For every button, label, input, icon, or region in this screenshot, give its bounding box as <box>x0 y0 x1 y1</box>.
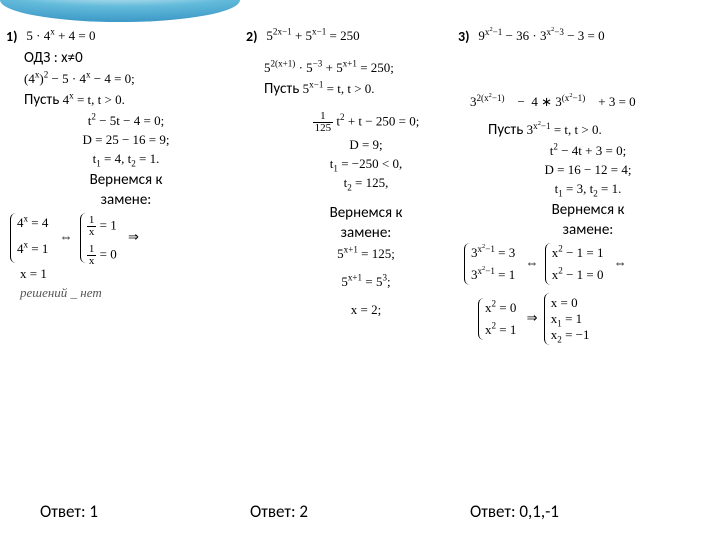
p3-D: D = 16 − 12 = 4; <box>458 162 718 178</box>
p1-odz: ОДЗ : x≠0 <box>24 49 246 67</box>
p1-quad: t2 − 5t − 4 = 0; <box>6 113 246 129</box>
p3-sr2: x2 − 1 = 0 <box>552 267 604 283</box>
p2-let-eq: 5x−1 = t, t > 0. <box>303 81 375 96</box>
p3-quad: t2 − 4t + 3 = 0; <box>458 143 718 159</box>
p2-let: Пусть 5x−1 = t, t > 0. <box>264 80 486 98</box>
answer-3: Ответ: 0,1,-1 <box>470 501 559 522</box>
p3-br1: x1 = 1 <box>551 311 590 327</box>
p1-line2: (4x)2 − 5 · 4x − 4 = 0; <box>24 71 246 87</box>
answer-2: Ответ: 2 <box>250 501 308 522</box>
p3-let-word: Пусть <box>488 121 523 139</box>
p3-sr1: x2 − 1 = 1 <box>552 245 604 261</box>
p2-D: D = 9; <box>246 137 486 153</box>
p3-system2: x2 = 0 x2 = 1 ⇒ x = 0 x1 = 1 x2 = −1 <box>478 293 718 345</box>
problem-2: 2) 52x−1 + 5x−1 = 250 52(x+1) · 5−3 + 5x… <box>246 28 486 321</box>
p2-back2: замене: <box>246 224 486 242</box>
p2-back1: Вернемся к <box>246 204 486 222</box>
p1-sr1: 1x = 1 <box>87 215 117 238</box>
p1-top-eq: 5 · 4x + 4 = 0 <box>26 28 95 43</box>
p2-r2: t2 = 125, <box>246 175 486 191</box>
problem-2-number: 2) <box>246 28 257 45</box>
p3-sl1: 3x2−1 = 3 <box>471 245 515 261</box>
p3-br0: x = 0 <box>551 295 590 311</box>
p1-roots: t1 = 4, t2 = 1. <box>6 151 246 167</box>
p1-sl1: 4x = 4 <box>17 215 48 231</box>
p2-s1: 5x+1 = 125; <box>246 246 486 262</box>
p1-system: 4x = 4 4x = 1 ⇔ 1x = 1 1x = 0 ⇒ <box>10 213 246 263</box>
p1-let-word: Пусть <box>24 91 59 109</box>
p1-D: D = 25 − 16 = 9; <box>6 132 246 148</box>
p3-top-eq: 9x2−1 − 36 · 3x2−3 − 3 = 0 <box>478 28 604 43</box>
p1-res1: x = 1 <box>20 266 246 282</box>
p2-let-word: Пусть <box>264 80 299 98</box>
problem-3: 3) 9x2−1 − 36 · 3x2−3 − 3 = 0 Пусть 3x2−… <box>458 28 718 348</box>
p1-let-eq: 4x = t, t > 0. <box>63 92 125 107</box>
p2-quad: 1125 t2 + t − 250 = 0; <box>246 111 486 134</box>
p3-system1: 3x2−1 = 3 3x2−1 = 1 ⇔ x2 − 1 = 1 x2 − 1 … <box>464 243 718 285</box>
problem-1-number: 1) <box>6 28 17 45</box>
p1-back2: замене: <box>6 191 246 209</box>
p2-s2: 5x+1 = 53; <box>246 274 486 290</box>
p2-line2: 52(x+1) · 5−3 + 5x+1 = 250; <box>264 60 486 76</box>
p1-let: Пусть 4x = t, t > 0. <box>24 91 246 109</box>
p1-res2: решений _ нет <box>20 285 246 301</box>
problem-3-number: 3) <box>458 28 469 45</box>
answer-1: Ответ: 1 <box>40 501 98 522</box>
p3-back1: Вернемся к <box>458 201 718 219</box>
p3-br2: x2 = −1 <box>551 327 590 343</box>
p3-bl1: x2 = 0 <box>485 300 516 316</box>
p2-s3: x = 2; <box>246 302 486 318</box>
problem-1: 1) 5 · 4x + 4 = 0 ОДЗ : x≠0 (4x)2 − 5 · … <box>6 28 246 304</box>
p3-bl2: x2 = 1 <box>485 322 516 338</box>
top-banner <box>0 0 240 22</box>
p1-sl2: 4x = 1 <box>17 241 48 257</box>
p3-let-eq: 3x2−1 = t, t > 0. <box>527 122 602 137</box>
p2-r1: t1 = −250 < 0, <box>246 156 486 172</box>
p3-roots: t1 = 3, t2 = 1. <box>458 181 718 197</box>
p3-back2: замене: <box>458 221 718 239</box>
p2-top-eq: 52x−1 + 5x−1 = 250 <box>266 28 359 43</box>
p3-let: Пусть 3x2−1 = t, t > 0. <box>488 121 718 139</box>
p1-sr2: 1x = 0 <box>87 244 117 267</box>
p3-sl2: 3x2−1 = 1 <box>471 267 515 283</box>
p1-back1: Вернемся к <box>6 171 246 189</box>
